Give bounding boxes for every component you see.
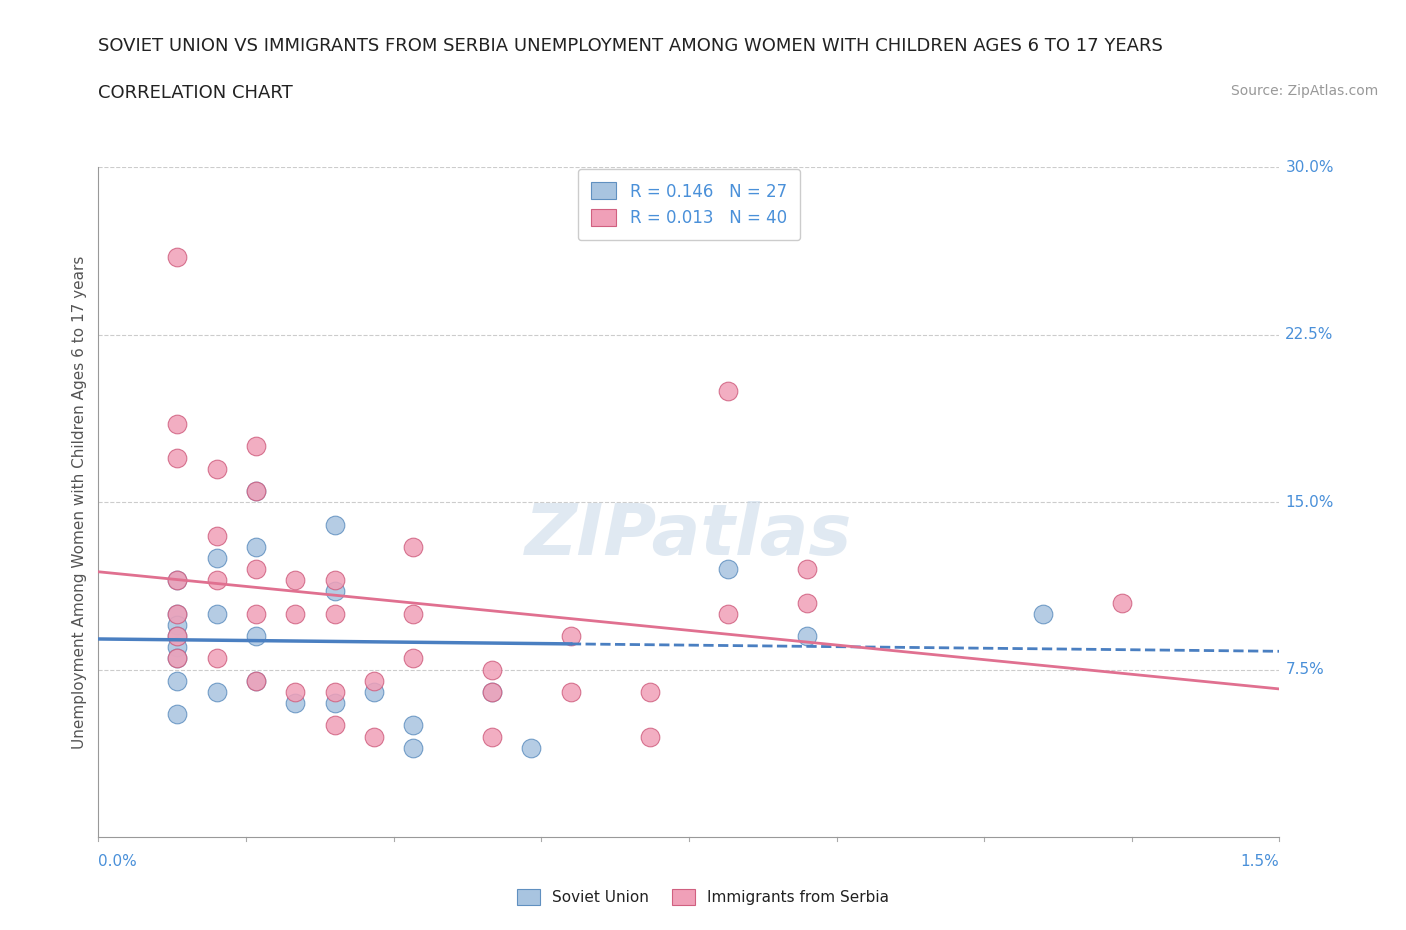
Point (638, 684, 661, 699)
Point (638, 729, 661, 744)
Point (205, 551, 228, 565)
Point (166, 606, 188, 621)
Point (166, 651, 188, 666)
Legend: Soviet Union, Immigrants from Serbia: Soviet Union, Immigrants from Serbia (509, 882, 897, 913)
Point (323, 606, 346, 621)
Point (166, 629, 188, 644)
Point (166, 249, 188, 264)
Point (402, 539, 425, 554)
Point (796, 595, 818, 610)
Text: CORRELATION CHART: CORRELATION CHART (98, 84, 294, 101)
Point (481, 729, 503, 744)
Point (363, 684, 385, 699)
Text: 0.0%: 0.0% (98, 854, 138, 869)
Point (717, 562, 740, 577)
Point (245, 539, 267, 554)
Point (323, 573, 346, 588)
Point (402, 740, 425, 755)
Point (166, 573, 188, 588)
Point (205, 684, 228, 699)
Point (284, 696, 307, 711)
Point (205, 606, 228, 621)
Point (402, 651, 425, 666)
Point (166, 640, 188, 655)
Point (245, 484, 267, 498)
Point (323, 684, 346, 699)
Text: 15.0%: 15.0% (1285, 495, 1334, 510)
Legend: R = 0.146   N = 27, R = 0.013   N = 40: R = 0.146 N = 27, R = 0.013 N = 40 (578, 169, 800, 240)
Point (796, 629, 818, 644)
Text: SOVIET UNION VS IMMIGRANTS FROM SERBIA UNEMPLOYMENT AMONG WOMEN WITH CHILDREN AG: SOVIET UNION VS IMMIGRANTS FROM SERBIA U… (98, 37, 1163, 55)
Point (166, 629, 188, 644)
Point (284, 573, 307, 588)
Point (717, 606, 740, 621)
Point (363, 673, 385, 688)
Point (481, 684, 503, 699)
Y-axis label: Unemployment Among Women with Children Ages 6 to 17 years: Unemployment Among Women with Children A… (72, 256, 87, 749)
Point (245, 439, 267, 454)
Point (245, 562, 267, 577)
Point (166, 707, 188, 722)
Point (166, 417, 188, 432)
Point (245, 606, 267, 621)
Text: 30.0%: 30.0% (1285, 160, 1334, 175)
Point (166, 573, 188, 588)
Point (481, 662, 503, 677)
Point (284, 606, 307, 621)
Point (166, 450, 188, 465)
Text: Source: ZipAtlas.com: Source: ZipAtlas.com (1230, 84, 1378, 98)
Point (323, 517, 346, 532)
Point (284, 684, 307, 699)
Point (323, 584, 346, 599)
Point (166, 618, 188, 632)
Point (481, 684, 503, 699)
Point (1111, 595, 1133, 610)
Point (166, 673, 188, 688)
Point (796, 562, 818, 577)
Point (205, 573, 228, 588)
Point (717, 383, 740, 398)
Text: 22.5%: 22.5% (1285, 327, 1334, 342)
Point (245, 673, 267, 688)
Point (560, 684, 582, 699)
Point (363, 729, 385, 744)
Point (402, 718, 425, 733)
Point (166, 606, 188, 621)
Text: 7.5%: 7.5% (1285, 662, 1324, 677)
Point (245, 673, 267, 688)
Point (205, 461, 228, 476)
Point (1032, 606, 1054, 621)
Point (323, 696, 346, 711)
Point (323, 718, 346, 733)
Point (166, 651, 188, 666)
Point (205, 528, 228, 543)
Point (205, 651, 228, 666)
Text: 1.5%: 1.5% (1240, 854, 1279, 869)
Text: ZIPatlas: ZIPatlas (526, 501, 852, 570)
Point (560, 629, 582, 644)
Point (520, 740, 543, 755)
Point (245, 629, 267, 644)
Point (402, 606, 425, 621)
Point (245, 484, 267, 498)
